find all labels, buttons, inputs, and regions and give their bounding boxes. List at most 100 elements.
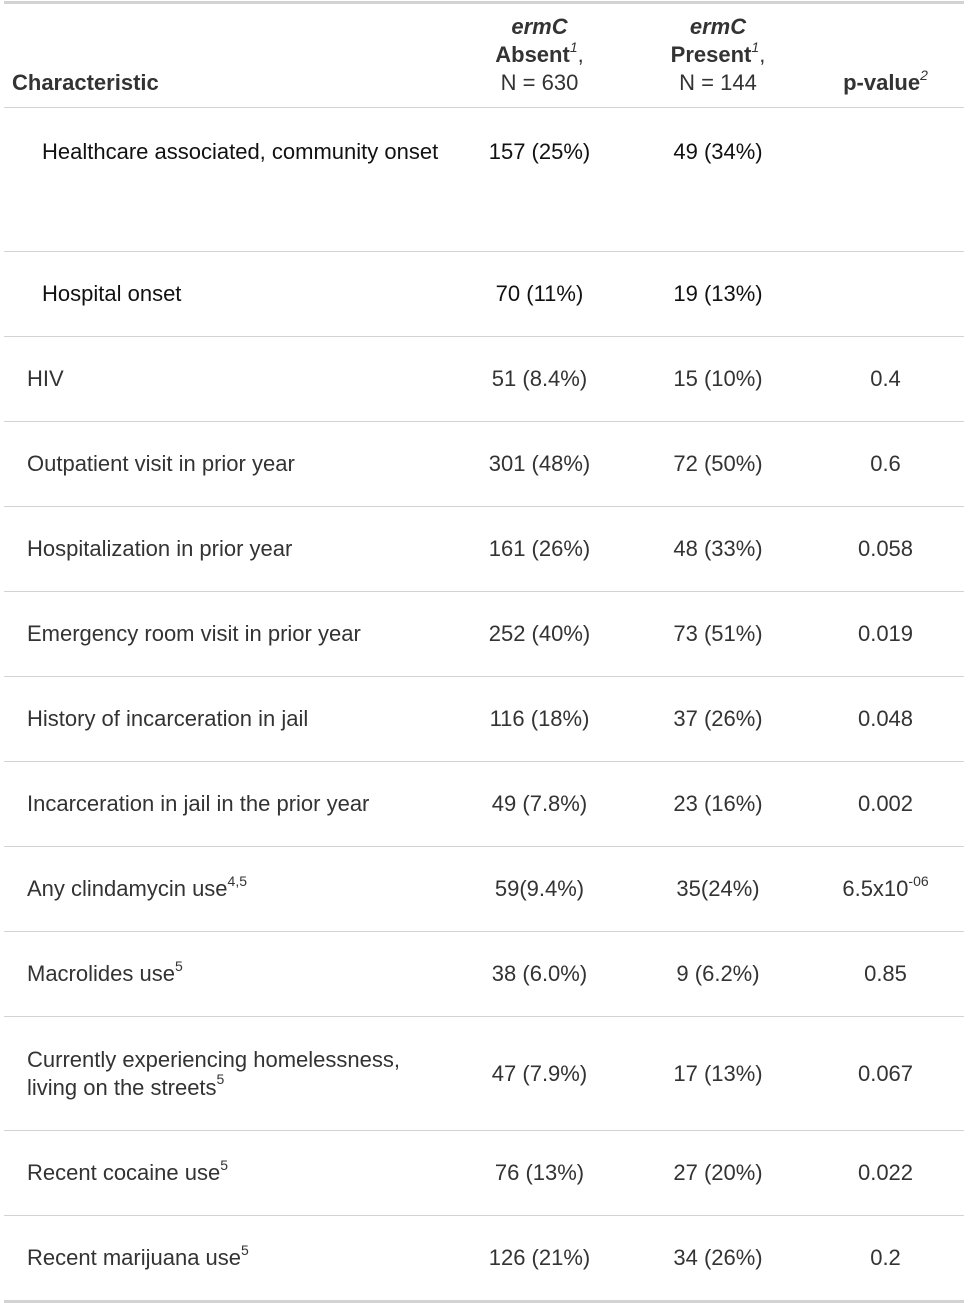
header-ermc-absent: ermC Absent1, N = 630	[450, 4, 629, 108]
p-value-text: 0.058	[857, 536, 914, 561]
cell-characteristic: History of incarceration in jail	[4, 676, 450, 762]
table-row: Emergency room visit in prior year 252 (4…	[4, 591, 964, 677]
cell-present: 9 (6.2%)	[629, 931, 807, 1017]
p-value-text: 0.022	[857, 1160, 914, 1185]
cell-absent: 59(9.4%)	[450, 846, 629, 932]
results-table: Characteristic ermC Absent1, N = 630 erm…	[4, 4, 964, 1300]
cell-absent: 70 (11%)	[450, 251, 629, 337]
characteristic-label: Hospital onset	[42, 281, 182, 306]
cell-characteristic: Emergency room visit in prior year	[4, 591, 450, 677]
characteristic-label: History of incarceration in jail	[27, 706, 309, 731]
cell-absent: 49 (7.8%)	[450, 761, 629, 847]
cell-absent: 116 (18%)	[450, 676, 629, 762]
footnote-marker: 5	[174, 957, 183, 974]
results-table-container: Characteristic ermC Absent1, N = 630 erm…	[4, 1, 964, 1303]
characteristic-label: Emergency room visit in prior year	[27, 621, 361, 646]
cell-absent: 126 (21%)	[488, 1245, 591, 1270]
cell-p-value	[807, 251, 964, 337]
cell-present: 35(24%)	[629, 846, 807, 932]
cell-characteristic: Currently experiencing homelessness, liv…	[4, 1016, 450, 1131]
cell-present: 49 (34%)	[629, 107, 807, 252]
cell-characteristic: Hospital onset	[4, 251, 450, 337]
cell-characteristic: Healthcare associated, community onset	[4, 107, 450, 252]
footnote-marker: 5	[241, 1241, 249, 1258]
cell-characteristic: Recent marijuana use5	[4, 1216, 450, 1301]
cell-present: 48 (33%)	[629, 506, 807, 592]
cell-p-value: 6.5x10-06	[807, 846, 964, 932]
characteristic-label: Outpatient visit in prior year	[27, 451, 295, 476]
table-row: Macrolides use5 38 (6.0%) 9 (6.2%) 0.85	[4, 931, 964, 1017]
table-row: Recent cocaine use5 76 (13%) 27 (20%) 0.022	[4, 1130, 964, 1216]
p-value-text: 0.002	[857, 791, 914, 816]
p-value-text: 0.048	[857, 706, 914, 731]
header-ermc-present: ermC Present1, N = 144	[629, 4, 807, 108]
characteristic-label: Macrolides use	[27, 961, 175, 986]
p-value-text: 6.5x10	[842, 876, 909, 901]
cell-present: 73 (51%)	[629, 591, 807, 677]
table-row: Hospital onset 70 (11%) 19 (13%)	[4, 251, 964, 337]
cell-absent: 161 (26%)	[450, 506, 629, 592]
header-present-gene: ermC	[689, 14, 747, 39]
cell-p-value: 0.067	[807, 1016, 964, 1131]
cell-present: 15 (10%)	[629, 336, 807, 422]
table-row: Incarceration in jail in the prior year 4…	[4, 761, 964, 847]
cell-present: 34 (26%)	[673, 1245, 763, 1270]
p-value-text: 0.85	[864, 961, 907, 986]
characteristic-label: Recent marijuana use	[27, 1245, 242, 1270]
header-present-footnote: 1	[751, 38, 760, 55]
cell-characteristic: Hospitalization in prior year	[4, 506, 450, 592]
cell-absent: 252 (40%)	[450, 591, 629, 677]
header-present-n: N = 144	[679, 70, 757, 95]
cell-present: 23 (16%)	[629, 761, 807, 847]
cell-characteristic: Any clindamycin use4,5	[4, 846, 450, 932]
header-pvalue-footnote: 2	[920, 66, 928, 83]
cell-present: 72 (50%)	[629, 421, 807, 507]
cell-absent: 157 (25%)	[450, 107, 629, 252]
cell-characteristic: HIV	[4, 336, 450, 422]
characteristic-label: Currently experiencing homelessness, liv…	[27, 1046, 400, 1100]
cell-characteristic: Recent cocaine use5	[4, 1130, 450, 1216]
characteristic-label: Any clindamycin use	[27, 876, 228, 901]
header-row: Characteristic ermC Absent1, N = 630 erm…	[4, 4, 964, 108]
cell-present: 17 (13%)	[629, 1016, 807, 1131]
cell-absent: 51 (8.4%)	[450, 336, 629, 422]
header-characteristic: Characteristic	[4, 4, 450, 108]
p-value-text: 0.067	[857, 1060, 914, 1086]
cell-present: 37 (26%)	[629, 676, 807, 762]
cell-p-value: 0.6	[807, 421, 964, 507]
characteristic-label: Incarceration in jail in the prior year	[27, 791, 370, 816]
header-present-label: Present	[670, 42, 752, 67]
p-value-exponent: -06	[908, 872, 929, 889]
characteristic-label: HIV	[27, 366, 64, 391]
header-absent-gene: ermC	[511, 14, 568, 39]
cell-present: 19 (13%)	[629, 251, 807, 337]
header-pvalue-label: p-value	[843, 70, 921, 95]
table-body: Healthcare associated, community onset 15…	[4, 107, 964, 1301]
cell-absent: 38 (6.0%)	[450, 931, 629, 1017]
p-value-text: 0.019	[857, 621, 914, 646]
cell-p-value: 0.048	[807, 676, 964, 762]
cell-characteristic: Outpatient visit in prior year	[4, 421, 450, 507]
header-absent-label: Absent	[495, 42, 570, 67]
table-row: History of incarceration in jail 116 (18%…	[4, 676, 964, 762]
footnote-marker: 5	[216, 1071, 225, 1088]
header-absent-n: N = 630	[500, 70, 579, 95]
cell-p-value: 0.019	[807, 591, 964, 677]
cell-p-value: 0.85	[807, 931, 964, 1017]
table-row: Any clindamycin use4,5 59(9.4%) 35(24%) 6.5…	[4, 846, 964, 932]
table-row: Recent marijuana use5 126 (21%) 34 (26%) 0.…	[4, 1216, 964, 1301]
table-top-rule	[4, 1, 964, 4]
p-value-text: 0.2	[870, 1245, 901, 1270]
cell-p-value: 0.058	[807, 506, 964, 592]
cell-p-value: 0.4	[807, 336, 964, 422]
cell-absent: 301 (48%)	[450, 421, 629, 507]
header-p-value: p-value2	[807, 4, 964, 108]
cell-p-value	[807, 107, 964, 252]
p-value-text: 0.4	[870, 366, 901, 391]
characteristic-label: Healthcare associated, community onset	[42, 139, 439, 164]
cell-p-value: 0.2	[807, 1216, 964, 1301]
table-row: Hospitalization in prior year 161 (26%) 48…	[4, 506, 964, 592]
cell-present: 27 (20%)	[629, 1130, 807, 1216]
footnote-marker: 4,5	[227, 872, 248, 889]
footnote-marker: 5	[220, 1156, 229, 1173]
